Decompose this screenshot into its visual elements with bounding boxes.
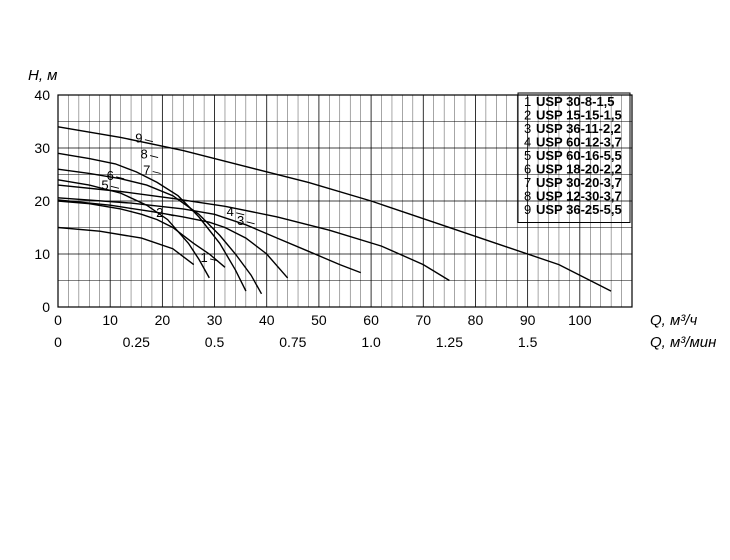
curve-1 bbox=[58, 228, 194, 265]
x2-tick-label: 0 bbox=[54, 334, 62, 350]
y-tick-label: 40 bbox=[34, 87, 50, 103]
x1-tick-label: 0 bbox=[54, 312, 62, 328]
x1-tick-label: 100 bbox=[568, 312, 592, 328]
x1-tick-label: 10 bbox=[102, 312, 118, 328]
curve-label-1: 1 bbox=[200, 250, 207, 265]
x1-tick-label: 40 bbox=[259, 312, 275, 328]
legend-num: 9 bbox=[524, 202, 531, 217]
x2-tick-label: 0.5 bbox=[205, 334, 225, 350]
curve-label-9: 9 bbox=[135, 131, 142, 146]
x2-tick-label: 0.75 bbox=[279, 334, 306, 350]
x1-axis-title: Q, м³/ч bbox=[650, 312, 697, 329]
curve-label-7: 7 bbox=[143, 163, 150, 178]
x1-tick-label: 80 bbox=[468, 312, 484, 328]
y-tick-label: 30 bbox=[34, 140, 50, 156]
curve-label-leader bbox=[111, 186, 119, 188]
curve-label-leader bbox=[150, 156, 158, 158]
curve-4 bbox=[58, 198, 361, 273]
y-tick-label: 10 bbox=[34, 246, 50, 262]
curve-label-2: 2 bbox=[156, 205, 163, 220]
y-tick-label: 20 bbox=[34, 193, 50, 209]
x1-tick-label: 70 bbox=[415, 312, 431, 328]
curve-label-3: 3 bbox=[237, 213, 244, 228]
curve-label-leader bbox=[145, 140, 153, 142]
curve-label-leader bbox=[153, 172, 161, 174]
x1-tick-label: 20 bbox=[155, 312, 171, 328]
curve-label-leader bbox=[247, 222, 255, 224]
legend-label: USP 36-25-5,5 bbox=[536, 202, 622, 217]
x1-tick-label: 30 bbox=[207, 312, 223, 328]
curve-label-8: 8 bbox=[140, 147, 147, 162]
x1-tick-label: 60 bbox=[363, 312, 379, 328]
curve-label-4: 4 bbox=[227, 204, 234, 219]
x2-tick-label: 1.25 bbox=[436, 334, 463, 350]
x2-tick-label: 1.0 bbox=[361, 334, 381, 350]
x2-tick-label: 0.25 bbox=[123, 334, 150, 350]
y-tick-label: 0 bbox=[42, 299, 50, 315]
x2-tick-label: 1.5 bbox=[518, 334, 538, 350]
y-axis-title: H, м bbox=[28, 67, 57, 84]
x1-tick-label: 50 bbox=[311, 312, 327, 328]
x2-axis-title: Q, м³/мин bbox=[650, 334, 716, 351]
curve-5 bbox=[58, 185, 449, 280]
curve-label-6: 6 bbox=[107, 168, 114, 183]
x1-tick-label: 90 bbox=[520, 312, 536, 328]
